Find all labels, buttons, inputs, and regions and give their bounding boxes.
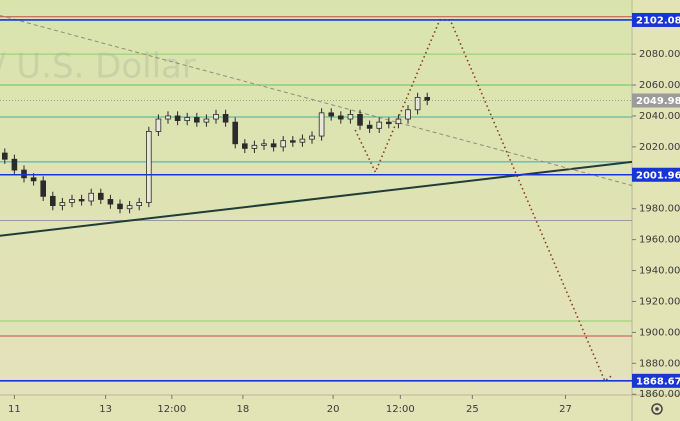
x-tick-label: 11 xyxy=(8,404,21,415)
y-tick-label: 1900.00 xyxy=(639,327,680,338)
y-tick-label: 1960.00 xyxy=(639,235,680,246)
price-label: 1868.67 xyxy=(636,376,680,387)
candle-body xyxy=(414,96,421,111)
candle-body xyxy=(386,121,392,125)
y-tick-label: 2060.00 xyxy=(639,80,680,91)
candle-body xyxy=(88,192,95,202)
candle-body xyxy=(194,117,200,123)
candle-body xyxy=(30,177,37,182)
candle-body xyxy=(338,115,344,120)
x-tick-label: 20 xyxy=(327,404,340,415)
candle-body xyxy=(50,195,56,207)
candle-body xyxy=(290,140,296,143)
candle-body xyxy=(174,115,181,121)
candle-body xyxy=(98,192,104,200)
candle-body xyxy=(21,169,27,179)
candle-body xyxy=(40,180,47,197)
y-tick-label: 2040.00 xyxy=(639,111,680,122)
price-label: 2049.98 xyxy=(636,96,680,107)
candle-body xyxy=(117,203,123,210)
candle-body xyxy=(309,135,315,140)
candle-body xyxy=(59,202,66,207)
candle-body xyxy=(299,138,306,143)
candle-body xyxy=(424,96,431,101)
candle-body xyxy=(78,199,85,202)
x-tick-label: 25 xyxy=(466,404,479,415)
candle-body xyxy=(405,109,411,120)
x-tick-label: 13 xyxy=(99,404,112,415)
candle-body xyxy=(318,112,325,137)
candle-body xyxy=(126,205,133,210)
x-tick-label: 18 xyxy=(237,404,250,415)
watermark: / U.S. Dollar xyxy=(0,47,196,87)
y-tick-label: 1880.00 xyxy=(639,358,680,369)
settings-icon[interactable] xyxy=(651,403,663,415)
candle-body xyxy=(203,118,210,123)
candle-body xyxy=(347,114,354,120)
price-label-box xyxy=(632,373,680,388)
y-tick-label: 1920.00 xyxy=(639,296,680,307)
candle-body xyxy=(2,152,8,160)
y-tick-label: 1980.00 xyxy=(639,204,680,215)
candle-body xyxy=(107,199,114,205)
candle-body xyxy=(155,118,162,132)
x-tick-label: 27 xyxy=(559,404,572,415)
x-tick-label: 12:00 xyxy=(386,404,415,415)
price-label: 2001.96 xyxy=(636,170,680,181)
candle-body xyxy=(11,158,18,171)
y-tick-label: 1940.00 xyxy=(639,266,680,277)
candle-body xyxy=(184,117,191,121)
candle-body xyxy=(146,131,152,203)
candle-body xyxy=(280,140,287,148)
x-tick-label: 12:00 xyxy=(157,404,186,415)
candle-body xyxy=(251,144,258,149)
price-label-box xyxy=(632,167,680,182)
candle-body xyxy=(328,112,335,117)
candle-body xyxy=(376,121,383,129)
candle-body xyxy=(366,124,373,129)
candle-body xyxy=(222,114,229,123)
price-label-box xyxy=(632,93,680,108)
candle-body xyxy=(357,114,363,126)
candle-body xyxy=(270,143,277,148)
y-tick-label: 1860.00 xyxy=(639,389,680,400)
candle-body xyxy=(165,115,171,120)
price-label: 2102.08 xyxy=(636,15,680,26)
candle-body xyxy=(242,143,248,149)
candle-body xyxy=(69,199,75,203)
candle-body xyxy=(136,202,143,207)
y-tick-label: 2020.00 xyxy=(639,142,680,153)
candle-body xyxy=(261,143,267,146)
price-label-box xyxy=(632,12,680,27)
candle-body xyxy=(232,121,239,145)
candle-body xyxy=(213,114,219,120)
y-tick-label: 2080.00 xyxy=(639,49,680,60)
